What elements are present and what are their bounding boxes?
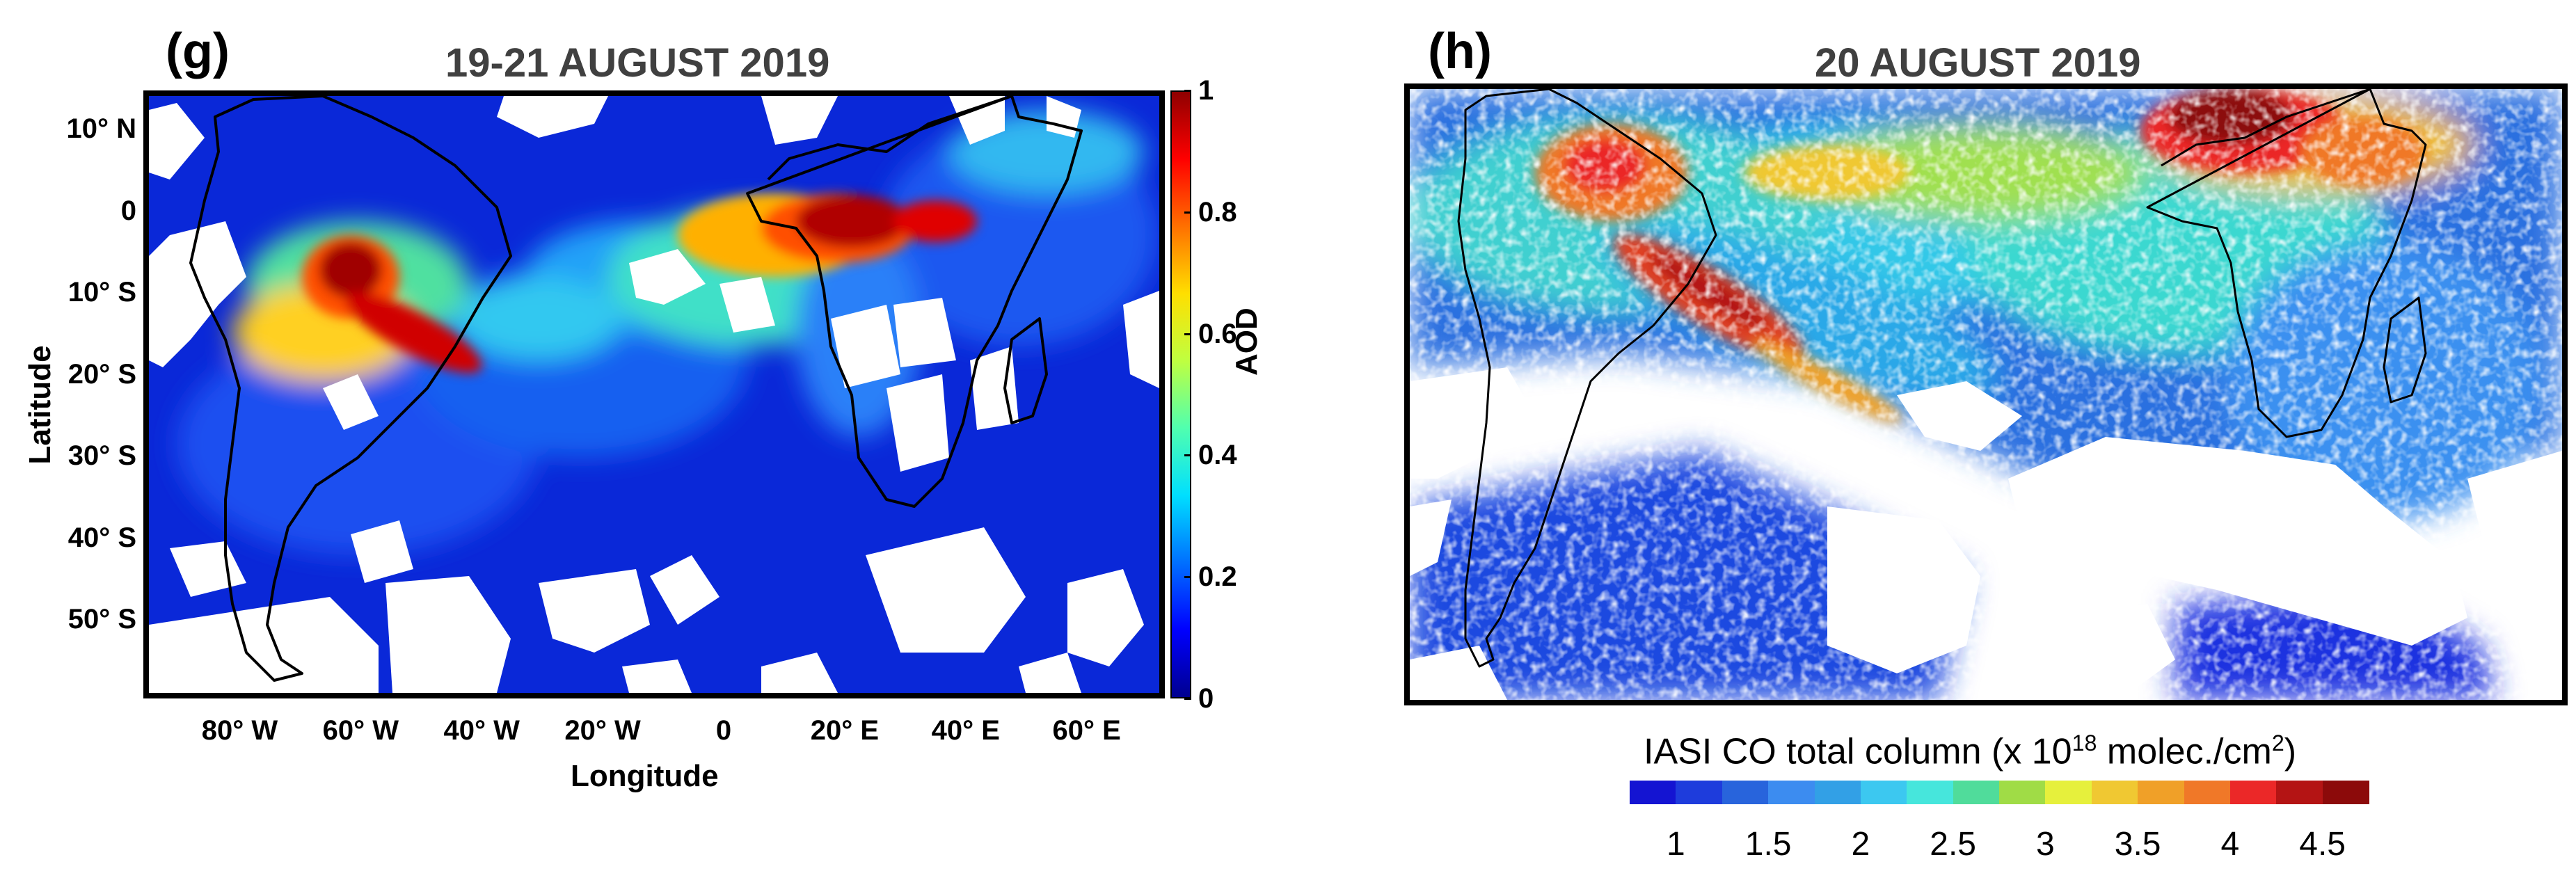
- latitude-tick-label: 0: [120, 195, 136, 226]
- co-colorbar-swatch: [1907, 781, 1954, 804]
- aod-colorbar-tick-label: 0.8: [1198, 196, 1237, 227]
- longitude-tick-label: 0: [715, 715, 732, 746]
- aod-colorbar: [1170, 90, 1191, 698]
- aod-colorbar-tick-mark: [1184, 698, 1191, 700]
- co-colorbar-tick-label: 3: [2036, 826, 2055, 863]
- longitude-tick-label: 40° E: [931, 715, 1000, 746]
- latitude-tick-label: 10° S: [67, 277, 136, 308]
- longitude-tick-label: 60° W: [322, 715, 399, 746]
- latitude-tick-label: 20° S: [67, 358, 136, 390]
- x-axis-title: Longitude: [571, 759, 719, 793]
- co-colorbar-swatch: [2322, 781, 2369, 804]
- longitude-tick-label: 40° W: [443, 715, 520, 746]
- latitude-tick-label: 50° S: [67, 604, 136, 635]
- co-colorbar-swatch: [1814, 781, 1861, 804]
- co-colorbar-swatch: [2276, 781, 2323, 804]
- co-colorbar-swatch: [1676, 781, 1723, 804]
- panel-g-label: (g): [166, 24, 230, 79]
- co-colorbar-tick-label: 3.5: [2114, 826, 2161, 863]
- aod-colorbar-tick-label: 0.2: [1198, 561, 1237, 593]
- co-colorbar: [1630, 781, 2369, 804]
- panel-h-label: (h): [1428, 24, 1492, 79]
- co-colorbar-tick-label: 4.5: [2299, 826, 2346, 863]
- co-colorbar-swatch: [1768, 781, 1815, 804]
- co-colorbar-swatch: [1860, 781, 1907, 804]
- longitude-tick-label: 60° E: [1052, 715, 1121, 746]
- panel-h-title: 20 AUGUST 2019: [1815, 40, 2141, 86]
- co-colorbar-swatch: [1722, 781, 1769, 804]
- co-colorbar-swatch: [2045, 781, 2092, 804]
- latitude-tick-label: 10° N: [66, 113, 137, 144]
- aod-colorbar-tick-mark: [1184, 333, 1191, 335]
- co-colorbar-tick-label: 1: [1667, 826, 1685, 863]
- aod-colorbar-tick-mark: [1184, 90, 1191, 92]
- aod-colorbar-tick-label: 1: [1198, 75, 1214, 106]
- co-colorbar-tick-label: 1.5: [1744, 826, 1792, 863]
- co-colorbar-tick-label: 2: [1851, 826, 1870, 863]
- co-colorbar-swatch: [2229, 781, 2277, 804]
- co-colorbar-swatch: [2138, 781, 2184, 804]
- co-colorbar-title: IASI CO total column (x 1018 molec./cm2): [1644, 730, 2297, 772]
- co-colorbar-swatch: [1999, 781, 2046, 804]
- co-colorbar-swatch: [2091, 781, 2138, 804]
- co-colorbar-swatch: [1953, 781, 2000, 804]
- co-colorbar-swatch: [1630, 781, 1676, 804]
- longitude-tick-label: 80° W: [201, 715, 278, 746]
- longitude-tick-label: 20° E: [810, 715, 880, 746]
- co-colorbar-tick-label: 4: [2220, 826, 2240, 863]
- aod-map: [143, 90, 1165, 698]
- aod-colorbar-tick-mark: [1184, 454, 1191, 457]
- aod-colorbar-tick-label: 0: [1198, 683, 1214, 714]
- aod-colorbar-tick-mark: [1184, 576, 1191, 579]
- co-colorbar-swatch: [2184, 781, 2231, 804]
- co-total-column-map: [1404, 83, 2568, 705]
- latitude-tick-label: 40° S: [67, 522, 136, 553]
- panel-g-title: 19-21 AUGUST 2019: [445, 40, 830, 86]
- aod-colorbar-tick-label: 0.6: [1198, 318, 1237, 349]
- aod-colorbar-tick-label: 0.4: [1198, 440, 1237, 471]
- longitude-tick-label: 20° W: [564, 715, 641, 746]
- aod-colorbar-tick-mark: [1184, 211, 1191, 214]
- co-colorbar-tick-label: 2.5: [1930, 826, 1976, 863]
- latitude-tick-label: 30° S: [67, 440, 136, 472]
